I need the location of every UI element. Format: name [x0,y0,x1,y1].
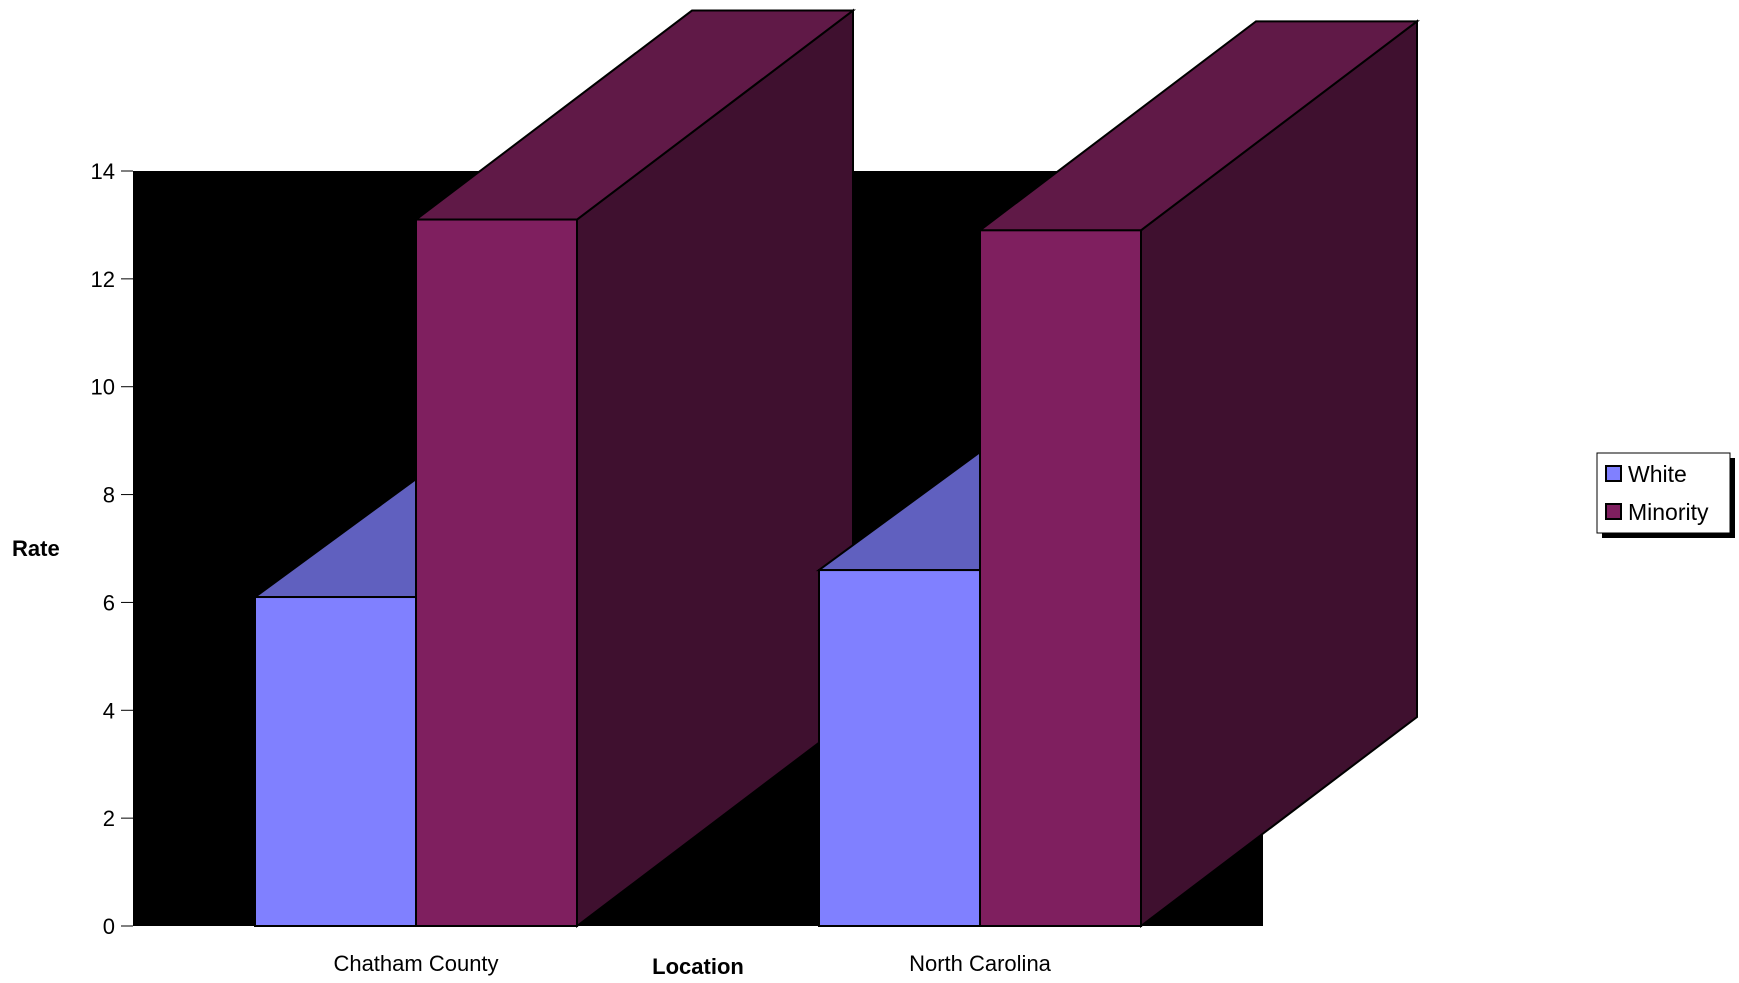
y-axis: 0 2 4 6 8 10 12 14 [91,159,133,939]
y-tick-label: 2 [103,806,115,831]
x-tick-label: Chatham County [333,951,498,976]
bar-minority [979,229,1142,928]
y-tick-label: 8 [103,483,115,508]
x-axis-title: Location [652,954,744,979]
bar-white [254,596,417,927]
legend: White Minority [1596,452,1735,538]
y-tick-label: 0 [103,914,115,939]
bars-layer [251,8,1420,929]
x-tick-label: North Carolina [909,951,1052,976]
y-tick-label: 14 [91,159,115,184]
y-tick-label: 10 [91,375,115,400]
y-tick-label: 12 [91,267,115,292]
legend-label: Minority [1628,499,1709,525]
legend-label: White [1628,461,1687,487]
y-tick-label: 6 [103,590,115,615]
legend-swatch [1605,503,1622,520]
bar-white [818,569,981,927]
y-tick-label: 4 [103,698,115,723]
x-axis-labels: Chatham County North Carolina [333,951,1051,976]
y-axis-title: Rate [12,536,60,561]
bar-minority [415,218,578,928]
legend-swatch [1605,465,1622,482]
